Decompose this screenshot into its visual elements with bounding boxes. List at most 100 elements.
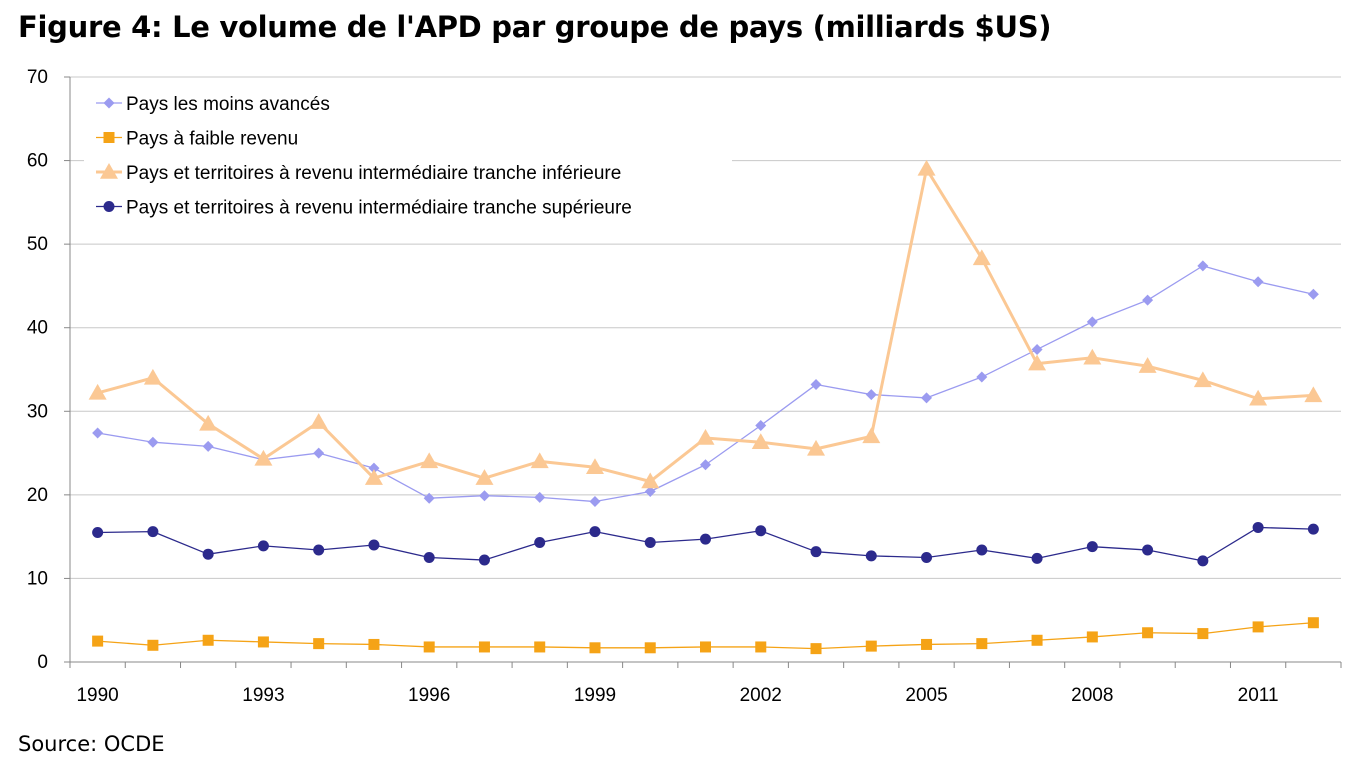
data-point-3-2004: [865, 550, 877, 562]
data-point-0-2010: [1197, 260, 1209, 272]
legend-marker-3: [103, 201, 115, 212]
data-point-1-2007: [1031, 634, 1043, 646]
x-axis-ticks: 1990 1993 1996 1999 2002 2005 2008 2011: [69, 662, 1342, 706]
data-point-1-1995: [368, 638, 380, 650]
data-point-1-1998: [534, 641, 546, 653]
data-point-1-2001: [700, 641, 711, 653]
data-point-3-2006: [976, 544, 988, 556]
x-tick-label-2002: 2002: [740, 685, 782, 706]
data-point-2-2012: [1304, 386, 1323, 403]
data-point-3-1996: [423, 552, 435, 564]
data-point-2-1997: [475, 469, 494, 485]
data-point-0-1995: [368, 462, 380, 474]
series-3: [92, 521, 1319, 567]
data-point-0-2006: [976, 371, 988, 383]
data-point-1-2008: [1086, 631, 1098, 643]
data-point-3-2008: [1086, 541, 1098, 553]
data-point-2-2002: [751, 433, 770, 449]
data-point-0-2012: [1307, 288, 1319, 300]
data-point-1-2005: [921, 638, 933, 650]
data-point-1-1997: [478, 641, 490, 653]
data-point-3-1999: [589, 526, 601, 538]
data-point-3-2010: [1197, 555, 1209, 567]
data-point-2-1991: [143, 368, 162, 385]
data-point-2-1990: [88, 383, 107, 400]
data-point-2-1994: [309, 413, 328, 429]
series-2: [88, 159, 1323, 489]
data-point-0-2003: [810, 379, 822, 391]
data-point-0-1999: [589, 496, 601, 508]
data-point-0-2011: [1252, 276, 1264, 288]
data-point-1-2002: [755, 641, 767, 653]
data-point-2-1993: [254, 449, 273, 466]
series-0: [92, 260, 1319, 508]
data-point-2-1998: [530, 452, 549, 469]
y-tick-label-0: 0: [37, 652, 48, 673]
data-point-1-1991: [147, 639, 159, 651]
data-point-2-2010: [1193, 371, 1212, 388]
y-tick-label-30: 30: [27, 401, 48, 422]
data-point-2-2004: [862, 427, 881, 444]
data-point-3-1994: [313, 544, 325, 556]
data-point-2-2011: [1249, 389, 1268, 406]
y-tick-label-40: 40: [27, 318, 48, 339]
data-point-0-2007: [1031, 343, 1043, 355]
legend-marker-1: [103, 132, 115, 143]
data-point-2-2009: [1138, 357, 1157, 373]
data-point-1-1993: [257, 636, 269, 648]
data-point-2-2000: [641, 472, 660, 489]
data-point-3-1993: [257, 540, 269, 552]
data-point-2-1992: [199, 414, 218, 431]
y-tick-label-10: 10: [27, 568, 48, 589]
data-point-0-2005: [921, 392, 933, 404]
legend-label-0: Pays les moins avancés: [126, 94, 330, 115]
data-point-1-2006: [976, 638, 988, 650]
data-point-2-2001: [696, 429, 715, 445]
data-point-2-1995: [364, 469, 383, 485]
data-point-2-2003: [807, 439, 826, 456]
data-point-0-2002: [755, 419, 767, 431]
data-point-0-1992: [202, 440, 214, 452]
data-point-1-1990: [92, 635, 104, 647]
data-point-0-2001: [700, 459, 711, 471]
page-title: Figure 4: Le volume de l'APD par groupe …: [18, 10, 1052, 44]
axes: [69, 77, 1341, 663]
data-point-3-1991: [147, 526, 159, 538]
legend-label-1: Pays à faible revenu: [126, 129, 298, 150]
legend: Pays les moins avancés Pays à faible reve…: [84, 86, 732, 228]
data-point-2-2007: [1028, 354, 1047, 371]
legend-marker-0: [103, 97, 115, 109]
x-tick-label-2008: 2008: [1071, 685, 1113, 706]
data-point-1-1999: [589, 642, 601, 654]
legend-background: [84, 86, 732, 228]
data-point-1-2012: [1307, 617, 1319, 629]
data-point-2-2008: [1083, 348, 1102, 365]
y-axis-ticks: 0 10 20 30 40 50 60 70: [27, 67, 70, 673]
x-tick-label-1999: 1999: [574, 685, 616, 706]
y-tick-label-50: 50: [27, 234, 48, 255]
legend-label-2: Pays et territoires à revenu intermédiai…: [126, 163, 621, 184]
x-tick-label-1990: 1990: [76, 685, 118, 706]
data-point-0-1998: [534, 491, 546, 503]
data-point-1-2004: [865, 640, 877, 652]
data-point-1-2011: [1252, 621, 1264, 633]
data-point-1-2010: [1197, 628, 1209, 640]
data-point-3-2012: [1307, 523, 1319, 535]
y-tick-label-20: 20: [27, 485, 48, 506]
data-point-0-2000: [644, 486, 656, 498]
series-group: [88, 159, 1323, 655]
data-point-1-1992: [202, 634, 214, 646]
data-point-1-1994: [313, 638, 325, 650]
legend-label-3: Pays et territoires à revenu intermédiai…: [126, 198, 632, 219]
data-point-1-2009: [1142, 627, 1154, 639]
data-point-1-2003: [810, 643, 822, 655]
data-point-2-1996: [420, 452, 439, 469]
data-point-3-2002: [755, 525, 767, 537]
data-point-0-2004: [865, 389, 877, 401]
data-point-0-1997: [478, 490, 490, 502]
data-point-3-2005: [921, 552, 933, 564]
series-1: [92, 617, 1319, 655]
data-point-1-1996: [423, 641, 435, 653]
data-point-3-1990: [92, 526, 104, 538]
data-point-1-2000: [644, 642, 656, 654]
